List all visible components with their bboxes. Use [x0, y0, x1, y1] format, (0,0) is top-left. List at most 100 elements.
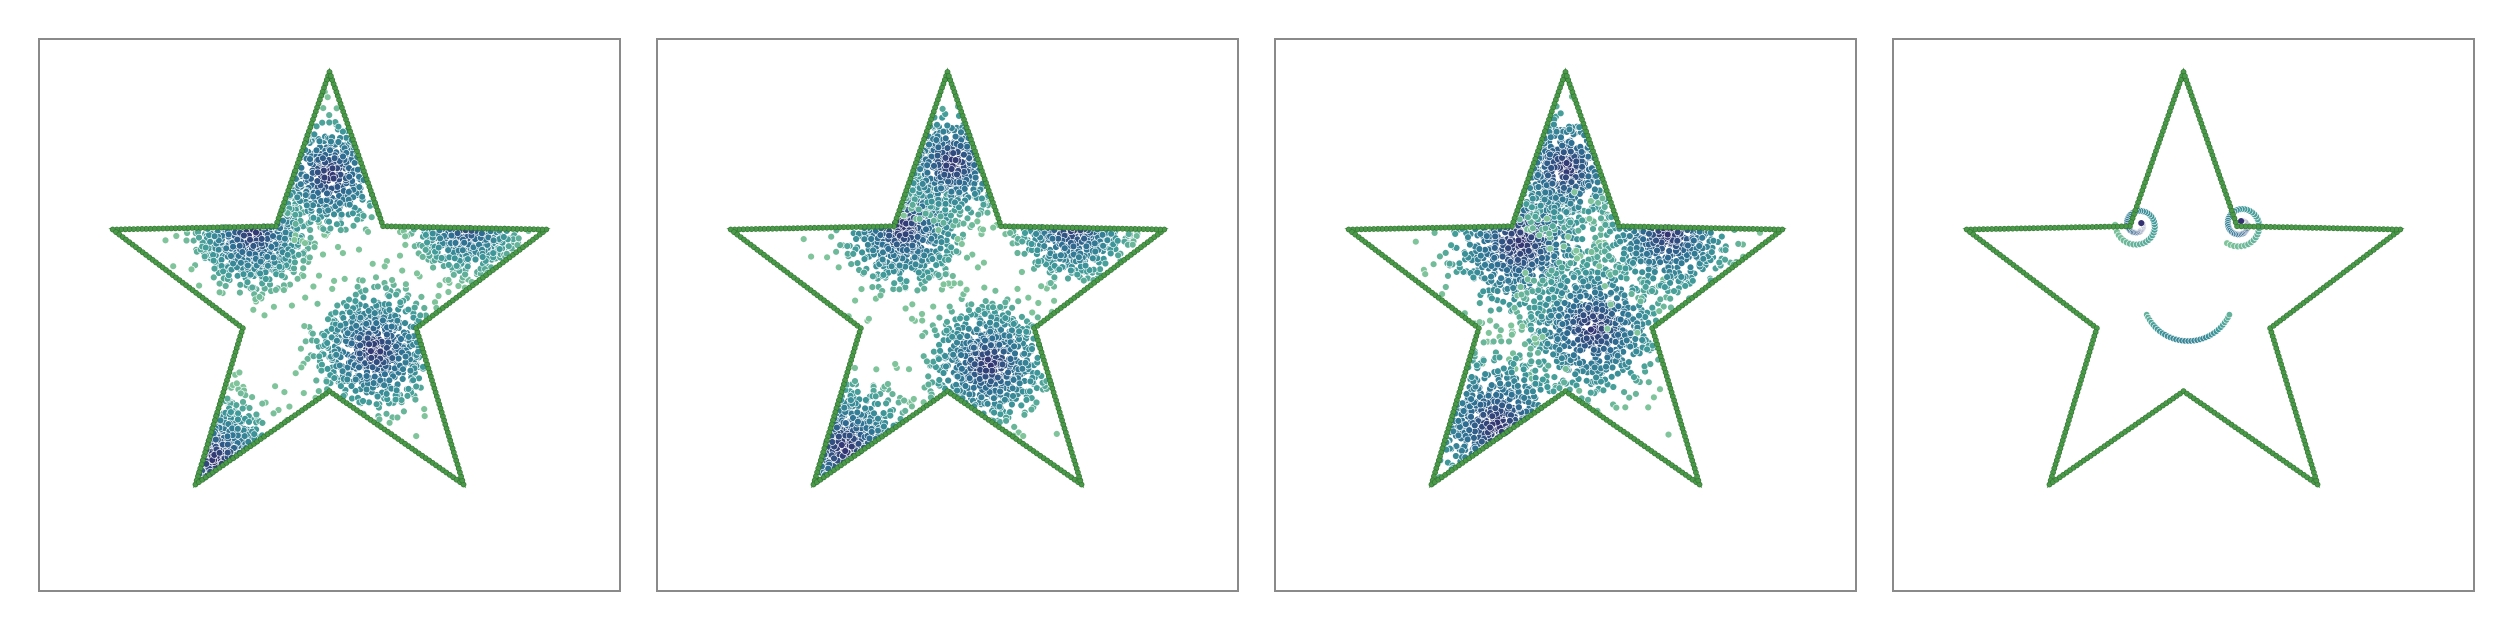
scatter-point: [227, 408, 235, 416]
scatter-point: [379, 316, 387, 325]
scatter-point: [209, 256, 218, 265]
scatter-point: [355, 334, 363, 342]
scatter-point: [1018, 313, 1026, 321]
scatter-point: [882, 399, 890, 408]
scatter-point: [352, 375, 360, 384]
scatter-point: [339, 127, 347, 136]
scatter-point: [1019, 432, 1027, 440]
scatter-point: [847, 260, 855, 268]
scatter-point: [435, 281, 444, 289]
scatter-point: [334, 138, 343, 146]
scatter-point: [496, 245, 504, 253]
scatter-point: [229, 259, 237, 268]
scatter-point: [319, 154, 327, 162]
scatter-point: [302, 337, 310, 345]
scatter-point: [271, 382, 279, 390]
scatter-point: [918, 332, 926, 340]
scatter-point: [262, 275, 270, 283]
scatter-point: [338, 367, 347, 375]
scatter-point: [297, 363, 306, 371]
scatter-point: [341, 275, 349, 283]
scatter-point: [337, 226, 345, 234]
scatter-point: [281, 228, 290, 237]
scatter-point: [325, 111, 333, 119]
scatter-point: [301, 293, 309, 302]
scatter-point: [847, 396, 855, 404]
scatter-point: [210, 232, 219, 240]
scatter-point: [986, 327, 994, 336]
scatter-point: [328, 164, 337, 173]
scatter-point: [229, 243, 237, 251]
scatter-point: [399, 375, 407, 383]
scatter-point: [380, 381, 388, 389]
scatter-point: [992, 321, 1001, 329]
scatter-point: [236, 288, 244, 297]
scatter-point: [269, 409, 278, 418]
scatter-point: [328, 285, 336, 293]
scatter-point: [864, 241, 872, 249]
scatter-point: [248, 393, 256, 401]
scatter-point: [249, 242, 258, 250]
scatter-point: [234, 425, 242, 433]
scatter-point: [505, 242, 513, 250]
scatter-point: [868, 428, 876, 436]
scatter-point: [330, 374, 338, 382]
scatter-point: [352, 322, 360, 330]
scatter-point: [267, 243, 276, 251]
scatter-point: [310, 130, 318, 139]
scatter-point: [398, 266, 406, 275]
scatter-point: [233, 235, 242, 244]
scatter-point: [987, 341, 995, 349]
scatter-point: [291, 211, 299, 219]
scatter-point: [893, 240, 901, 249]
scatter-point: [860, 255, 869, 263]
scatter-point: [927, 235, 936, 243]
scatter-point: [361, 286, 370, 295]
scatter-point: [419, 253, 427, 261]
scatter-point: [312, 122, 321, 131]
scatter-point: [293, 193, 301, 202]
scatter-point: [838, 441, 846, 449]
scatter-point: [949, 351, 957, 359]
scatter-point: [421, 412, 429, 420]
scatter-point: [252, 410, 261, 419]
scatter-point: [322, 377, 331, 386]
scatter-point: [436, 234, 444, 243]
scatter-point: [358, 193, 366, 201]
scatter-point: [1010, 342, 1018, 350]
scatter-point: [372, 273, 380, 282]
scatter-point: [258, 235, 266, 243]
scatter-point: [263, 253, 271, 261]
scatter-point: [367, 347, 375, 355]
scatter-point: [303, 201, 311, 210]
scatter-point: [323, 189, 331, 198]
scatter-point: [1026, 387, 1034, 395]
scatter-point: [888, 390, 897, 398]
scatter-point: [402, 280, 410, 288]
scatter-point: [349, 209, 357, 218]
scatter-point: [830, 454, 838, 463]
scatter-point: [403, 392, 412, 400]
scatter-point: [936, 244, 945, 253]
scatter-point: [990, 408, 998, 417]
scatter-point: [952, 247, 961, 256]
scatter-point: [1053, 430, 1061, 438]
boundary-point: [327, 73, 334, 79]
scatter-point: [249, 306, 258, 314]
scatter-point: [860, 268, 868, 277]
scatter-point: [908, 402, 916, 411]
scatter-point: [393, 413, 402, 422]
scatter-point: [939, 280, 948, 289]
scatter-point: [1010, 423, 1018, 431]
scatter-point: [944, 376, 952, 385]
scatter-point: [359, 276, 367, 285]
scatter-point: [854, 418, 862, 426]
scatter-point: [996, 387, 1004, 396]
scatter-point: [935, 376, 943, 384]
scatter-point: [946, 302, 954, 311]
scatter-point: [420, 405, 428, 413]
scatter-point: [460, 239, 468, 247]
scatter-point: [293, 275, 302, 283]
scatter-point: [280, 286, 288, 294]
scatter-point: [345, 295, 353, 304]
